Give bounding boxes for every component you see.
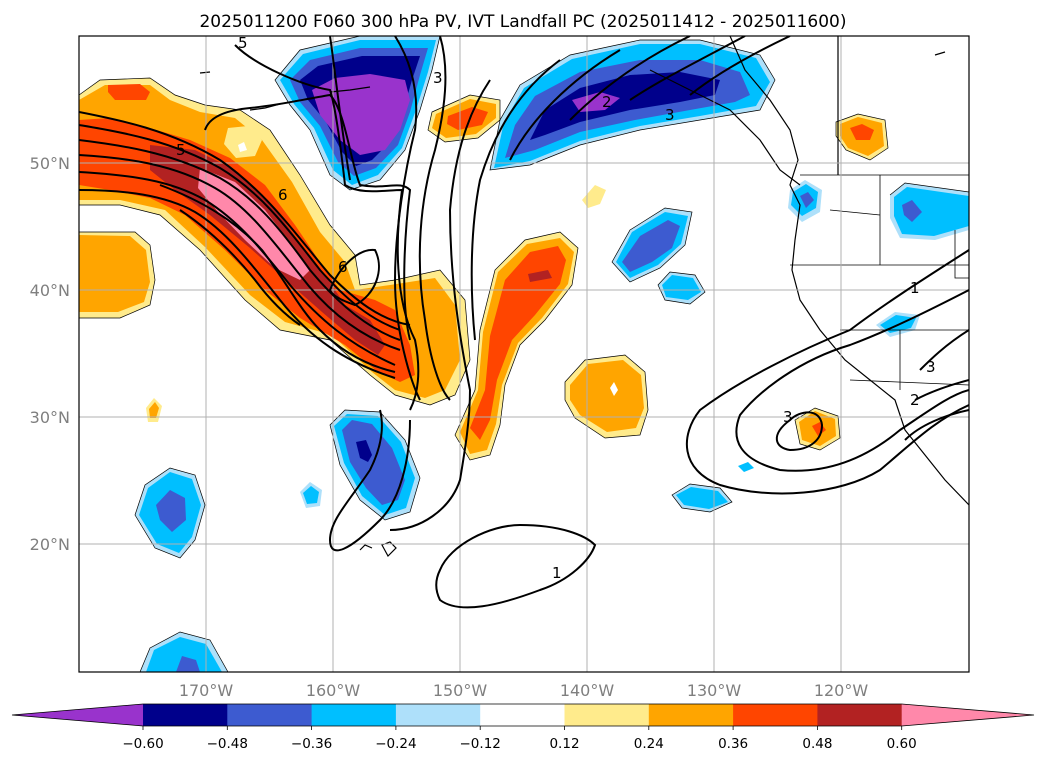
colorbar-segment xyxy=(395,704,481,726)
contour-label: 3 xyxy=(783,408,793,426)
contour-label: 3 xyxy=(433,69,443,87)
colorbar-tick-label: 0.24 xyxy=(634,736,664,752)
positive-anomaly-inland-nw xyxy=(836,114,888,160)
colorbar-segment xyxy=(480,704,565,726)
colorbar-segment xyxy=(143,704,228,726)
colorbar-segment xyxy=(648,704,734,726)
lon-label: 140°W xyxy=(560,681,615,700)
contour-label: 2 xyxy=(910,391,920,409)
lat-label: 40°N xyxy=(30,281,70,300)
lon-label: 170°W xyxy=(179,681,234,700)
colorbar-segment xyxy=(817,704,903,726)
colorbar-tick-label: −0.36 xyxy=(291,736,332,752)
negative-anomaly-southwest xyxy=(135,468,205,558)
contour-label: 1 xyxy=(552,564,562,582)
plot-area: 5 6 6 3 5 2 1 3 3 2 1 3 xyxy=(79,34,969,672)
contour-label: 2 xyxy=(602,93,612,111)
contour-labels: 5 6 6 3 5 2 1 3 3 2 1 3 xyxy=(176,34,936,582)
negative-anomaly-alaska xyxy=(490,40,775,170)
contour-label: 5 xyxy=(238,34,248,52)
negative-anomaly-aleutian xyxy=(275,36,440,190)
colorbar-tick-label: −0.12 xyxy=(460,736,501,752)
map-frame xyxy=(78,35,970,673)
lon-label: 120°W xyxy=(814,681,869,700)
colorbar-tick-label: 0.12 xyxy=(549,736,579,752)
anomaly-outlines xyxy=(79,36,969,672)
contour-label: 6 xyxy=(338,258,348,276)
positive-anomaly-north-pacific xyxy=(428,95,500,142)
lat-label: 30°N xyxy=(30,408,70,427)
contour-label: 3 xyxy=(926,358,936,376)
contour-label: 6 xyxy=(278,186,288,204)
negative-anomaly-central xyxy=(612,208,692,282)
lon-label: 150°W xyxy=(433,681,488,700)
longitude-axis: 170°W 160°W 150°W 140°W 130°W 120°W xyxy=(179,681,869,700)
contour-label: 1 xyxy=(910,279,920,297)
lat-label: 50°N xyxy=(30,154,70,173)
lat-label: 20°N xyxy=(30,535,70,554)
contour-label: 3 xyxy=(665,106,675,124)
positive-anomaly-baja xyxy=(795,408,840,450)
contour-label: 5 xyxy=(176,141,186,159)
positive-anomaly-west-edge xyxy=(79,232,155,318)
colorbar-extend-max xyxy=(901,704,1034,726)
colorbar-tick-label: 0.36 xyxy=(718,736,748,752)
lon-label: 130°W xyxy=(687,681,742,700)
colorbar-segment xyxy=(564,704,650,726)
colorbar-segment xyxy=(311,704,397,726)
colorbar-tick-label: 0.48 xyxy=(802,736,832,752)
colorbar-segment xyxy=(733,704,818,726)
lon-label: 160°W xyxy=(306,681,361,700)
colorbar-tick-label: −0.24 xyxy=(375,736,416,752)
colorbar-tick-label: 0.60 xyxy=(887,736,917,752)
latitude-axis: 50°N 40°N 30°N 20°N xyxy=(30,154,70,554)
colorbar-tick-label: −0.48 xyxy=(207,736,248,752)
colorbar-segment xyxy=(227,704,313,726)
colorbar: −0.60 −0.48 −0.36 −0.24 −0.12 0.12 0.24 0.36 0.4… xyxy=(11,703,1035,752)
political-borders xyxy=(790,174,969,390)
ivt-contours xyxy=(79,36,969,609)
colorbar-tick-label: −0.60 xyxy=(122,736,163,752)
positive-anomaly-central-band xyxy=(455,232,578,460)
gridlines xyxy=(79,36,969,672)
colorbar-extend-min xyxy=(12,704,143,726)
map-title: 2025011200 F060 300 hPa PV, IVT Landfall… xyxy=(199,12,846,32)
coastlines xyxy=(199,36,969,557)
